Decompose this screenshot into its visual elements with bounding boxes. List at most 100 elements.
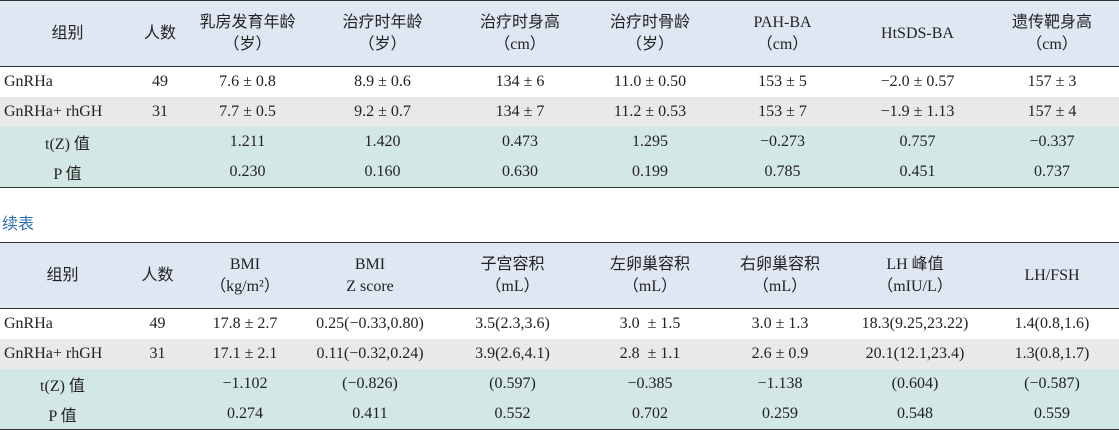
table-cell: 0.11(−0.32,0.24) — [300, 339, 440, 369]
table-row: P 值 0.230 0.160 0.630 0.199 0.785 0.451 0.737 — [0, 157, 1119, 188]
table-cell: 1.211 — [185, 127, 310, 157]
table-cell: (0.597) — [440, 369, 585, 399]
header-text: 右卵巢容积 — [739, 255, 820, 273]
continued-label: 续表 — [2, 214, 35, 233]
header-cell: 子宫容积 （mL） — [440, 242, 585, 309]
table-cell: 0.757 — [850, 127, 985, 157]
header-cell: 左卵巢容积 （mL） — [585, 242, 715, 309]
table-cell: −0.273 — [715, 127, 850, 157]
table-cell: 134 ± 7 — [455, 97, 585, 127]
table-cell: 18.3(9.25,23.22) — [861, 315, 969, 332]
header-text: （mL） — [752, 277, 808, 295]
table-cell: 1.3(0.8,1.7) — [985, 339, 1119, 369]
header-text: 左卵巢容积 — [609, 255, 690, 273]
header-text: 遗传靶身高 — [1011, 13, 1092, 31]
table-cell: 157 ± 3 — [1027, 73, 1077, 90]
header-text: HtSDS-BA — [881, 24, 954, 42]
header-cell: 人数 — [125, 242, 190, 309]
header-cell: BMI （kg/m²） — [190, 242, 300, 309]
table-row: GnRHa+ rhGH 31 17.1 ± 2.1 0.11(−0.32,0.24) 3… — [0, 339, 1119, 369]
header-text: PAH-BA — [753, 13, 812, 31]
table-cell: 0.737 — [985, 157, 1119, 188]
header-text: （mIU/L） — [877, 277, 953, 295]
table-cell: 11.2 ± 0.53 — [585, 97, 715, 127]
header-text: 组别 — [46, 266, 79, 284]
header-row: 组别 人数 乳房发育年龄 （岁） 治疗时年龄 （岁） 治疗时身高 （cm） 治疗时骨龄 （岁） PA… — [0, 0, 1119, 67]
table-cell — [125, 369, 190, 399]
table-cell: 49 — [149, 315, 166, 332]
table-cell: GnRHa+ rhGH — [0, 339, 125, 369]
table-cell: 3.0 ± 1.5 — [619, 315, 681, 332]
table-cell: GnRHa+ rhGH — [0, 97, 135, 127]
header-cell: HtSDS-BA — [850, 0, 985, 67]
table-cell: GnRHa — [4, 73, 53, 90]
header-text: 组别 — [51, 24, 84, 42]
table-cell: 11.0 ± 0.50 — [613, 73, 687, 90]
table-row: t(Z) 值 −1.102 (−0.826) (0.597) −0.385 −1.138(… — [0, 369, 1119, 399]
header-cell: 治疗时年龄 （岁） — [310, 0, 455, 67]
table-cell: −0.337 — [985, 127, 1119, 157]
header-text: BMI — [229, 255, 261, 273]
table-cell: 0.785 — [715, 157, 850, 188]
header-row: 组别 人数 BMI （kg/m²） BMI Z score 子宫容积 （mL） 左卵巢容积 （mL… — [0, 242, 1119, 309]
table-cell: 157 ± 4 — [985, 97, 1119, 127]
table-cell: 0.274 — [190, 399, 300, 430]
table-cell: 17.8 ± 2.7 — [212, 315, 278, 332]
header-text: LH 峰值 — [886, 255, 944, 273]
header-text: （mL） — [485, 277, 540, 295]
header-cell: LH 峰值 （mIU/L） — [845, 242, 985, 309]
table-cell: 49 — [152, 73, 168, 90]
table-cell: (−0.587) — [985, 369, 1119, 399]
header-cell: 组别 — [0, 242, 125, 309]
table-row: GnRHa 49 17.8 ± 2.7 0.25(−0.33,0.80) 3.5(2.3… — [0, 309, 1119, 340]
continued-label-row: 续表 — [0, 188, 1119, 242]
header-text: LH/FSH — [1024, 266, 1080, 284]
header-cell: LH/FSH — [985, 242, 1119, 309]
header-text: （cm） — [1026, 35, 1078, 53]
header-text: 治疗时身高 — [479, 13, 560, 31]
table-cell: 8.9 ± 0.6 — [354, 73, 411, 90]
table-cell: t(Z) 值 — [0, 369, 125, 399]
header-text: 治疗时骨龄 — [609, 13, 690, 31]
header-cell: PAH-BA （cm） — [715, 0, 850, 67]
table-cell: 0.473 — [455, 127, 585, 157]
header-cell: 治疗时身高 （cm） — [455, 0, 585, 67]
header-text: 治疗时年龄 — [342, 13, 423, 31]
table-cell: 0.630 — [455, 157, 585, 188]
table-cell: 0.230 — [185, 157, 310, 188]
table-cell: 9.2 ± 0.7 — [310, 97, 455, 127]
table-cell: 134 ± 6 — [495, 73, 545, 90]
table-cell: 1.420 — [310, 127, 455, 157]
table-cell: t(Z) 值 — [0, 127, 135, 157]
data-table: 组别 人数 BMI （kg/m²） BMI Z score 子宫容积 （mL） 左卵巢容积 （mL… — [0, 242, 1119, 430]
header-text: BMI — [354, 255, 386, 273]
header-cell: 右卵巢容积 （mL） — [715, 242, 845, 309]
table-cell: 17.1 ± 2.1 — [190, 339, 300, 369]
table-cell: 0.25(−0.33,0.80) — [316, 315, 424, 332]
table-cell: 2.8 ± 1.1 — [585, 339, 715, 369]
header-cell: 乳房发育年龄 （岁） — [185, 0, 310, 67]
table-row: GnRHa 49 7.6 ± 0.8 8.9 ± 0.6 134 ± 6 11.0 ± 0… — [0, 67, 1119, 98]
table-row: GnRHa+ rhGH 31 7.7 ± 0.5 9.2 ± 0.7 134 ± 7 11… — [0, 97, 1119, 127]
data-table: 组别 人数 乳房发育年龄 （岁） 治疗时年龄 （岁） 治疗时身高 （cm） 治疗时骨龄 （岁） PA… — [0, 0, 1119, 188]
header-cell: BMI Z score — [300, 242, 440, 309]
header-cell: 遗传靶身高 （cm） — [985, 0, 1119, 67]
header-cell: 组别 — [0, 0, 135, 67]
table-cell: 1.295 — [585, 127, 715, 157]
header-text: （岁） — [625, 35, 674, 53]
header-text: 乳房发育年龄 — [199, 13, 296, 31]
table-cell: P 值 — [0, 157, 135, 188]
header-text: （cm） — [494, 35, 546, 53]
table-cell: 3.5(2.3,3.6) — [475, 315, 550, 332]
header-text: 子宫容积 — [480, 255, 545, 273]
table-cell: 31 — [125, 339, 190, 369]
table-cell: (−0.826) — [300, 369, 440, 399]
table-cell: 153 ± 5 — [758, 73, 807, 90]
table-cell: 2.6 ± 0.9 — [715, 339, 845, 369]
table-cell — [135, 157, 185, 188]
header-cell: 治疗时骨龄 （岁） — [585, 0, 715, 67]
table-cell: 7.6 ± 0.8 — [219, 73, 276, 90]
table-cell: −1.9 ± 1.13 — [850, 97, 985, 127]
